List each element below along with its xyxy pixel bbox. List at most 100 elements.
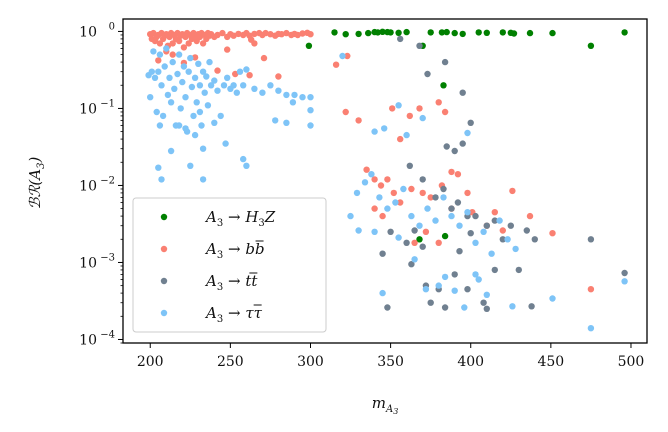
data-point [406, 162, 413, 169]
data-point [342, 31, 349, 38]
data-point [416, 105, 423, 112]
data-point [440, 82, 447, 89]
data-point [389, 105, 396, 112]
data-point [456, 248, 463, 255]
data-point [283, 119, 290, 127]
data-point [587, 286, 595, 293]
data-point [549, 230, 556, 237]
y-axis-label: ℬℛ(A3) [26, 157, 47, 210]
data-point [224, 74, 231, 82]
data-point [243, 162, 250, 169]
data-point [403, 239, 410, 246]
data-point [190, 112, 197, 120]
data-point [464, 189, 471, 197]
data-point [384, 304, 391, 311]
data-point [454, 199, 462, 206]
data-point [259, 89, 266, 96]
data-point [195, 60, 202, 67]
legend-label: A3 → ττ [204, 304, 263, 325]
data-point [180, 63, 188, 70]
data-point [451, 287, 458, 294]
legend-item: A3 → bb [160, 240, 265, 261]
data-point [203, 73, 210, 80]
data-point [230, 82, 237, 89]
data-point [621, 29, 628, 36]
data-point [224, 46, 231, 53]
data-point [147, 94, 154, 101]
legend: A3 → H3Z A3 → bb A3 → tt A3 → ττ [132, 197, 327, 333]
x-tick-label: 250 [217, 354, 244, 370]
data-point [464, 286, 471, 293]
legend-marker [160, 309, 168, 317]
y-tick-label: 10 −2 [79, 175, 115, 194]
series-0 [305, 28, 628, 243]
data-point [411, 239, 418, 246]
data-point [342, 108, 349, 116]
data-point [371, 176, 378, 183]
data-point [260, 54, 268, 62]
data-point [451, 29, 458, 37]
data-point [472, 239, 479, 246]
data-point [175, 122, 183, 129]
x-axis: 200 250 300 350 400 450 500 [137, 343, 644, 370]
data-point [182, 94, 189, 101]
data-point [467, 230, 474, 237]
data-point [435, 282, 442, 289]
data-point [163, 45, 170, 52]
data-point [199, 145, 207, 152]
data-point [344, 52, 351, 60]
data-point [232, 70, 239, 78]
data-point [167, 147, 175, 155]
data-point [153, 108, 160, 116]
data-point [424, 70, 431, 78]
legend-label: A3 → tt [204, 272, 258, 293]
data-point [441, 304, 449, 311]
data-point [193, 99, 200, 106]
data-point [376, 194, 383, 201]
data-point [419, 243, 426, 250]
data-point [191, 74, 199, 82]
data-point [177, 105, 184, 112]
data-point [248, 36, 255, 43]
data-point [283, 29, 290, 37]
data-point [467, 119, 474, 127]
data-point [246, 72, 253, 79]
data-point [187, 54, 194, 62]
y-tick-label: 10 −3 [79, 252, 115, 271]
data-point [403, 131, 410, 139]
data-point [390, 189, 397, 197]
data-point [419, 114, 426, 122]
data-point [214, 87, 221, 94]
data-point [587, 325, 595, 332]
data-point [483, 222, 490, 229]
data-point [371, 128, 378, 135]
data-point [339, 52, 346, 60]
data-point [441, 108, 449, 116]
data-point [299, 94, 306, 101]
data-point [531, 236, 538, 243]
data-point [441, 273, 449, 281]
x-tick-label: 350 [377, 354, 404, 370]
data-point [175, 51, 183, 58]
data-point [587, 236, 595, 243]
data-point [169, 58, 176, 66]
data-point [199, 68, 207, 75]
data-point [496, 217, 503, 224]
x-tick-label: 300 [297, 354, 324, 370]
data-point [156, 51, 164, 58]
data-point [214, 31, 221, 39]
data-point [411, 227, 418, 234]
y-tick-label: 10 −1 [79, 98, 115, 117]
data-point [233, 89, 240, 96]
data-point [374, 29, 381, 36]
data-point [272, 117, 279, 124]
data-point [395, 234, 402, 241]
data-point [422, 228, 430, 235]
data-point [198, 122, 205, 129]
data-point [451, 271, 458, 278]
data-point [411, 256, 418, 263]
data-point [211, 119, 218, 127]
data-point [419, 189, 426, 197]
data-point [199, 40, 207, 47]
data-point [283, 91, 290, 99]
